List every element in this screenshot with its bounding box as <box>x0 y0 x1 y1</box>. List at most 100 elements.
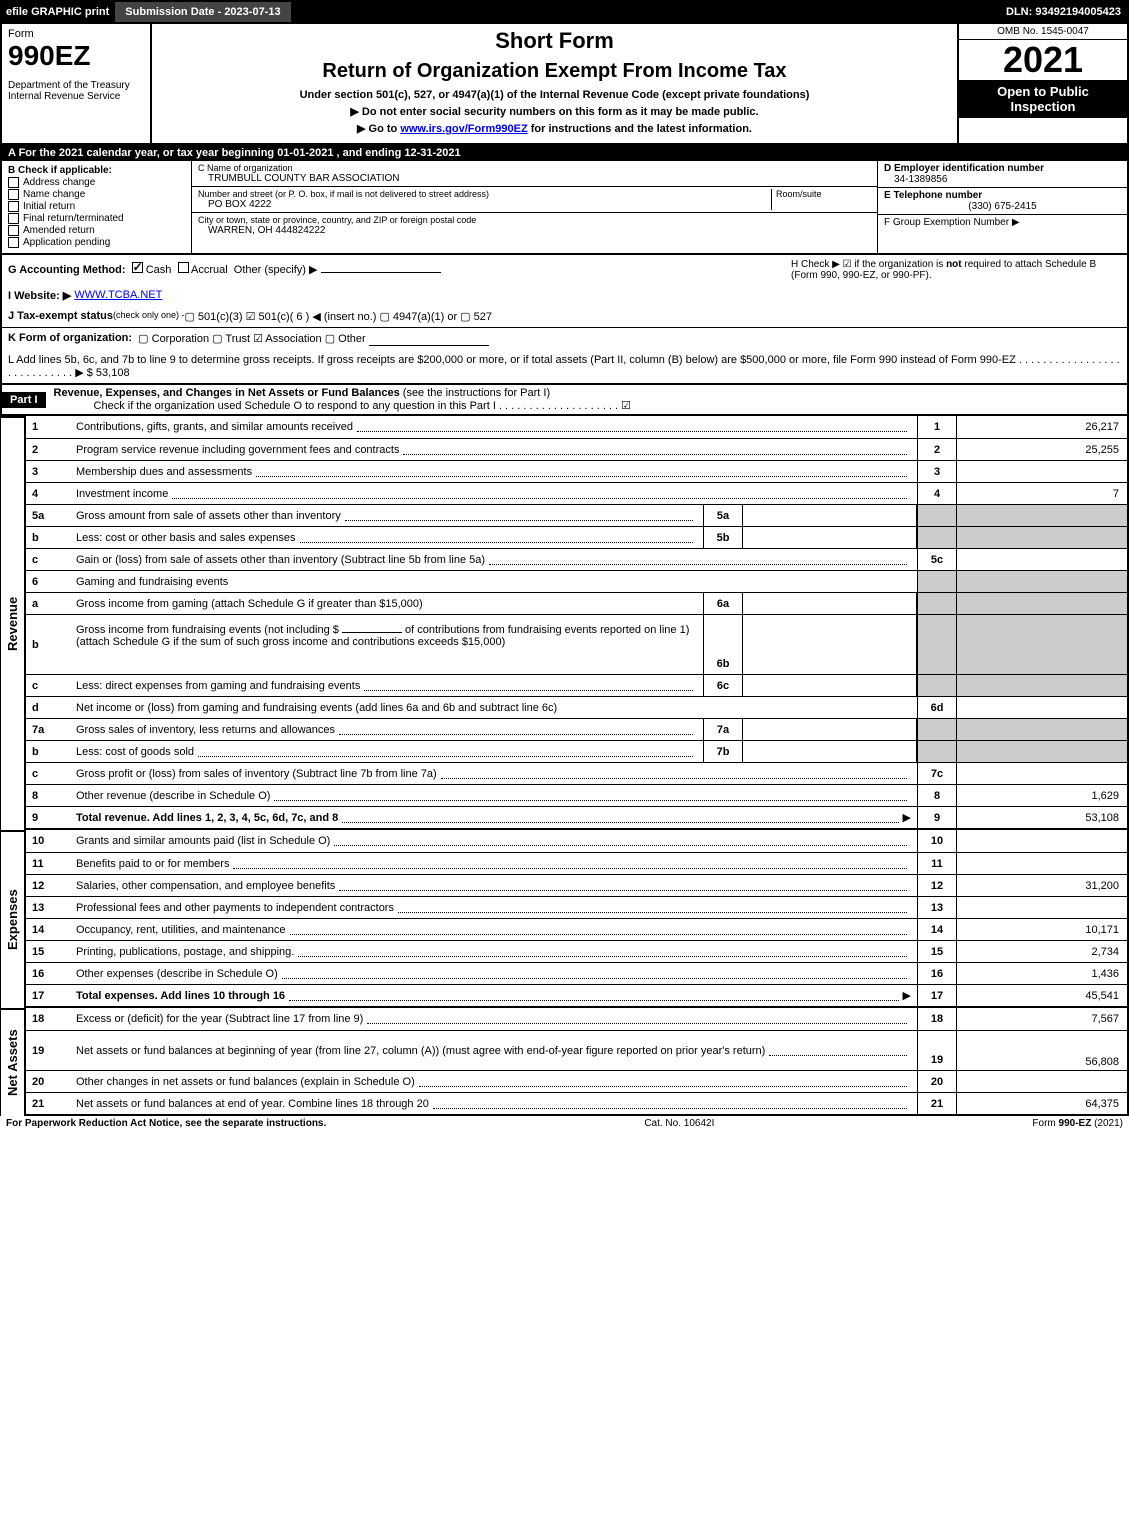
net-assets-section: Net Assets 18Excess or (deficit) for the… <box>0 1008 1129 1116</box>
goto-pre: ▶ Go to <box>357 123 400 135</box>
tax-year: 2021 <box>959 40 1127 80</box>
line-5a-subvalue <box>743 505 917 526</box>
goto-post: for instructions and the latest informat… <box>528 123 752 135</box>
form-of-org-options: ▢ Corporation ▢ Trust ☑ Association ▢ Ot… <box>138 332 366 346</box>
warning-line: ▶ Do not enter social security numbers o… <box>160 105 949 118</box>
section-b-label: B Check if applicable: <box>8 165 185 176</box>
check-address-change[interactable]: Address change <box>8 177 185 188</box>
website-link[interactable]: WWW.TCBA.NET <box>74 289 162 302</box>
phone-value: (330) 675-2415 <box>884 201 1121 212</box>
line-20: 20Other changes in net assets or fund ba… <box>26 1070 1127 1092</box>
form-of-org-label: K Form of organization: <box>8 332 132 346</box>
section-i: I Website: ▶ WWW.TCBA.NET <box>0 285 1129 306</box>
check-amended-return[interactable]: Amended return <box>8 225 185 236</box>
line-5c-value <box>957 549 1127 570</box>
expenses-side-label: Expenses <box>0 830 26 1008</box>
efile-print-label[interactable]: efile GRAPHIC print <box>0 0 115 24</box>
checkbox-icon[interactable] <box>8 213 19 224</box>
line-7b: b Less: cost of goods sold 7b <box>26 740 1127 762</box>
header-center: Short Form Return of Organization Exempt… <box>152 24 957 143</box>
line-16: 16Other expenses (describe in Schedule O… <box>26 962 1127 984</box>
other-specify-field[interactable] <box>321 259 441 273</box>
line-11: 11Benefits paid to or for members11 <box>26 852 1127 874</box>
page-footer: For Paperwork Reduction Act Notice, see … <box>0 1116 1129 1131</box>
line-10-value <box>957 830 1127 852</box>
part-i-desc: Revenue, Expenses, and Changes in Net As… <box>46 385 1127 414</box>
section-b: B Check if applicable: Address change Na… <box>2 161 192 253</box>
line-10: 10Grants and similar amounts paid (list … <box>26 830 1127 852</box>
line-3-value <box>957 461 1127 482</box>
form-number: 990EZ <box>8 40 144 72</box>
dln-label: DLN: 93492194005423 <box>998 0 1129 24</box>
checkbox-icon[interactable] <box>8 225 19 236</box>
check-initial-return[interactable]: Initial return <box>8 201 185 212</box>
checkbox-cash-icon[interactable] <box>132 262 143 273</box>
line-19: 19Net assets or fund balances at beginni… <box>26 1030 1127 1070</box>
room-suite-label: Room/suite <box>771 189 871 210</box>
line-12-value: 31,200 <box>957 875 1127 896</box>
line-5c: c Gain or (loss) from sale of assets oth… <box>26 548 1127 570</box>
section-a-calendar-year: A For the 2021 calendar year, or tax yea… <box>0 145 1129 161</box>
phone-label: E Telephone number <box>884 190 1121 201</box>
line-7a-subvalue <box>743 719 917 740</box>
line-9-value: 53,108 <box>957 807 1127 828</box>
checkbox-icon[interactable] <box>8 177 19 188</box>
net-assets-table: 18Excess or (deficit) for the year (Subt… <box>26 1008 1129 1116</box>
section-e: E Telephone number (330) 675-2415 <box>878 188 1127 215</box>
main-title: Return of Organization Exempt From Incom… <box>160 60 949 83</box>
revenue-side-label: Revenue <box>0 416 26 830</box>
line-4-value: 7 <box>957 483 1127 504</box>
org-name: TRUMBULL COUNTY BAR ASSOCIATION <box>198 173 871 184</box>
part-i-check: Check if the organization used Schedule … <box>54 400 632 412</box>
city-label: City or town, state or province, country… <box>198 215 871 225</box>
ein-value: 34-1389856 <box>884 174 1121 185</box>
net-assets-side-label: Net Assets <box>0 1008 26 1116</box>
line-16-value: 1,436 <box>957 963 1127 984</box>
footer-right: Form 990-EZ (2021) <box>1032 1118 1123 1129</box>
form-label: Form <box>8 28 144 40</box>
check-final-return[interactable]: Final return/terminated <box>8 213 185 224</box>
tax-exempt-label: J Tax-exempt status <box>8 310 113 323</box>
line-5b-subvalue <box>743 527 917 548</box>
line-6b: b Gross income from fundraising events (… <box>26 614 1127 674</box>
section-f: F Group Exemption Number ▶ <box>878 215 1127 230</box>
line-13-value <box>957 897 1127 918</box>
revenue-table: 1 Contributions, gifts, grants, and simi… <box>26 416 1129 830</box>
street-cell: Number and street (or P. O. box, if mail… <box>192 187 877 213</box>
line-18-value: 7,567 <box>957 1008 1127 1030</box>
other-org-field[interactable] <box>369 332 489 346</box>
line-6a: a Gross income from gaming (attach Sched… <box>26 592 1127 614</box>
line-6: 6 Gaming and fundraising events <box>26 570 1127 592</box>
line-2-value: 25,255 <box>957 439 1127 460</box>
line-20-value <box>957 1071 1127 1092</box>
line-5a: 5a Gross amount from sale of assets othe… <box>26 504 1127 526</box>
line-7c: c Gross profit or (loss) from sales of i… <box>26 762 1127 784</box>
submission-date: Submission Date - 2023-07-13 <box>115 0 292 24</box>
checkbox-icon[interactable] <box>8 201 19 212</box>
topbar-spacer <box>293 0 998 24</box>
checkbox-accrual-icon[interactable] <box>178 262 189 273</box>
footer-cat: Cat. No. 10642I <box>644 1118 714 1129</box>
section-l-text: L Add lines 5b, 6c, and 7b to line 9 to … <box>8 354 1121 379</box>
dept-treasury: Department of the Treasury <box>8 80 144 91</box>
line-19-value: 56,808 <box>957 1031 1127 1070</box>
omb-number: OMB No. 1545-0047 <box>959 24 1127 40</box>
line-13: 13Professional fees and other payments t… <box>26 896 1127 918</box>
subtitle: Under section 501(c), 527, or 4947(a)(1)… <box>160 89 949 101</box>
line-6d-value <box>957 697 1127 718</box>
line-4: 4 Investment income 4 7 <box>26 482 1127 504</box>
line-7a: 7a Gross sales of inventory, less return… <box>26 718 1127 740</box>
checkbox-icon[interactable] <box>8 189 19 200</box>
section-gh: G Accounting Method: Cash Accrual Other … <box>0 255 1129 285</box>
dept-irs: Internal Revenue Service <box>8 91 144 102</box>
org-info-grid: B Check if applicable: Address change Na… <box>0 161 1129 255</box>
check-name-change[interactable]: Name change <box>8 189 185 200</box>
checkbox-icon[interactable] <box>8 237 19 248</box>
check-application-pending[interactable]: Application pending <box>8 237 185 248</box>
line-8-value: 1,629 <box>957 785 1127 806</box>
irs-link[interactable]: www.irs.gov/Form990EZ <box>400 123 527 135</box>
line-2: 2 Program service revenue including gove… <box>26 438 1127 460</box>
section-c: C Name of organization TRUMBULL COUNTY B… <box>192 161 877 253</box>
fundraising-amount-field[interactable] <box>342 619 402 633</box>
line-8: 8 Other revenue (describe in Schedule O)… <box>26 784 1127 806</box>
